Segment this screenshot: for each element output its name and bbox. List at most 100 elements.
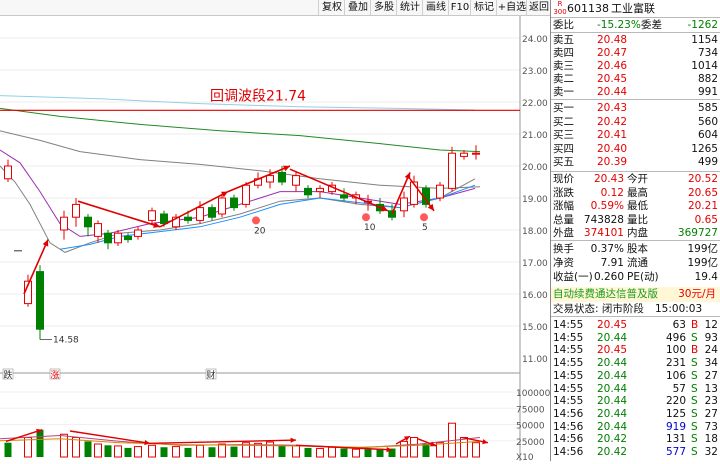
volume-bar-up [114,445,122,458]
stat-label: 量比 [627,213,648,226]
stat-row: 涨幅 0.59% 最低 20.21 [551,200,720,213]
volume-axis-label: 25000 [516,438,545,448]
price-axis-label: 18.00 [522,227,548,237]
tick-side: S [691,407,698,420]
trend-arrow-head [427,203,434,211]
tick-row: 14:55 20.44 57 S 13 [551,383,720,396]
ask-price: 20.45 [597,73,628,85]
volume-bar-down [208,447,216,457]
candle-body-up [4,165,12,180]
ask-volume: 734 [697,47,718,59]
fund-row: 净资 7.91 流通 199亿 [551,257,720,270]
tick-volume: 220 [665,395,686,408]
stat-label: 内盘 [627,227,648,239]
stat-value: 0.12 [600,186,624,199]
stat-label: 最低 [627,200,648,212]
tick-side: S [691,420,698,433]
weibi-row: 委比 -15.23% 委差 -1262 [553,19,718,31]
candle-body-up [148,210,156,221]
fund-value: 0.260 [593,271,624,283]
tick-time: 14:55 [553,344,584,357]
ask-volume: 991 [697,86,718,98]
volume-axis-label: 50000 [516,422,545,432]
ask-row: 卖二 20.45 882 [551,73,720,86]
signal-marker [420,213,428,222]
volume-arrow-head [430,441,436,447]
tick-side: S [691,433,698,446]
toolbar-button[interactable]: 多股 [370,0,397,15]
ask-volume: 1154 [691,34,718,46]
kline-chart-svg[interactable]: 24.00 23.00 22.00 21.00 20.00 19.00 18.00 17.00… [0,16,551,463]
tick-side: S [691,395,698,408]
tick-price: 20.44 [597,357,628,370]
tick-price: 20.44 [597,382,628,395]
candle-body-up [292,175,300,186]
price-axis-label: 22.00 [522,99,548,109]
fund-label: PE(动) [627,271,659,283]
volume-bar-down [36,429,44,457]
tick-row: 14:55 20.44 220 S 23 [551,395,720,408]
candle-body-down [304,187,312,196]
toolbar-button[interactable]: 复权 [318,0,345,15]
ask-volume: 1014 [691,60,718,72]
bid-label: 买五 [553,156,574,168]
price-axis-label: 21.00 [522,131,548,141]
stock-header: R 300 601138 工业富联 [551,0,720,17]
fund-value: 7.91 [600,257,624,269]
toolbar-button[interactable]: F10 [448,0,471,15]
bid-label: 买一 [553,102,574,114]
kline-chart[interactable]: 24.00 23.00 22.00 21.00 20.00 19.00 18.00 17.00… [0,16,551,463]
event-tag: 财 [207,369,216,381]
bid-row: 买二 20.42 560 [551,116,720,129]
tick-time: 14:55 [553,369,584,382]
tick-side: S [691,382,698,395]
chart-toolbar: 复权 叠加 多股 统计 画线 F10 标记 +自选 返回 [0,0,550,16]
fund-row: 收益(一) 0.260 PE(动) 19.4 [551,271,720,284]
stat-value: 374101 [583,227,624,239]
panel-divider[interactable] [550,0,551,461]
volume-bar-up [60,433,68,458]
promo-banner[interactable]: 自动续费通达信普及版 30元/月 [551,287,720,302]
promo-price[interactable]: 30元/月 [678,288,716,300]
bid-label: 买二 [553,115,574,128]
promo-text[interactable]: 自动续费通达信普及版 [553,288,658,300]
volume-bar-up [148,444,156,458]
volume-arrow-head [36,428,42,434]
volume-bar-up [410,437,418,458]
ask-price: 20.48 [597,34,628,46]
volume-bar-down [340,448,348,457]
volume-arrow [5,429,43,443]
toolbar-button[interactable]: 叠加 [344,0,371,15]
volume-ma-line [0,435,481,449]
bid-row: 买五 20.39 499 [551,156,720,169]
stock-code: 601138 [567,2,609,15]
toolbar-button[interactable]: +自选 [496,0,527,15]
tick-time: 14:55 [553,319,584,331]
tick-count: 18 [704,433,718,446]
bid-volume: 604 [697,129,718,141]
trend-arrow-head [404,172,411,180]
candle-body-up [400,197,408,212]
tick-side: S [691,357,698,370]
tick-volume: 63 [672,319,686,331]
bid-price: 20.39 [597,156,628,168]
tick-time: 14:55 [553,331,584,344]
ask-row: 卖五 20.48 1154 [551,34,720,47]
toolbar-button[interactable]: 统计 [396,0,423,15]
fund-value: 0.37% [590,243,624,255]
trend-arrow [409,178,435,212]
fund-label: 收益(一) [553,271,593,283]
stat-label: 涨跌 [553,186,574,199]
price-axis-label: 19.00 [522,195,548,205]
trend-arrow [159,190,229,228]
toolbar-button[interactable]: 标记 [470,0,497,15]
volume-bar-up [134,446,142,458]
fund-value: 19.4 [694,271,718,283]
toolbar-button[interactable]: 画线 [422,0,449,15]
ask-price: 20.44 [597,86,628,98]
tick-count: 32 [704,446,718,458]
candle-body-down [84,216,92,228]
price-axis-label: 16.00 [522,291,548,301]
tick-price: 20.42 [597,446,628,458]
toolbar-button[interactable]: 返回 [526,0,551,15]
